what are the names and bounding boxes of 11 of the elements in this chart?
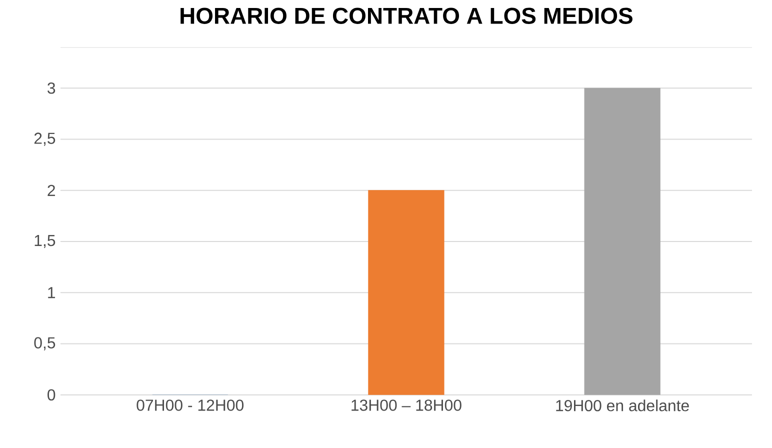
y-tick-label: 1 xyxy=(48,287,55,298)
y-tick-label: 3 xyxy=(48,82,56,94)
x-tick-label: 13H00 – 18H00 xyxy=(352,400,462,411)
y-tick-label: 2,5 xyxy=(34,132,56,146)
y-tick-label: 2 xyxy=(48,184,55,196)
y-tick-label: 1,5 xyxy=(34,235,56,248)
x-tick-label: 07H00 - 12H00 xyxy=(136,400,244,411)
x-tick-label: 19H00 en adelante xyxy=(556,400,689,412)
y-tick-label: 0 xyxy=(48,389,56,401)
chart-title: HORARIO DE CONTRATO A LOS MEDIOS xyxy=(180,8,632,24)
y-tick-label: 0,5 xyxy=(34,337,56,350)
